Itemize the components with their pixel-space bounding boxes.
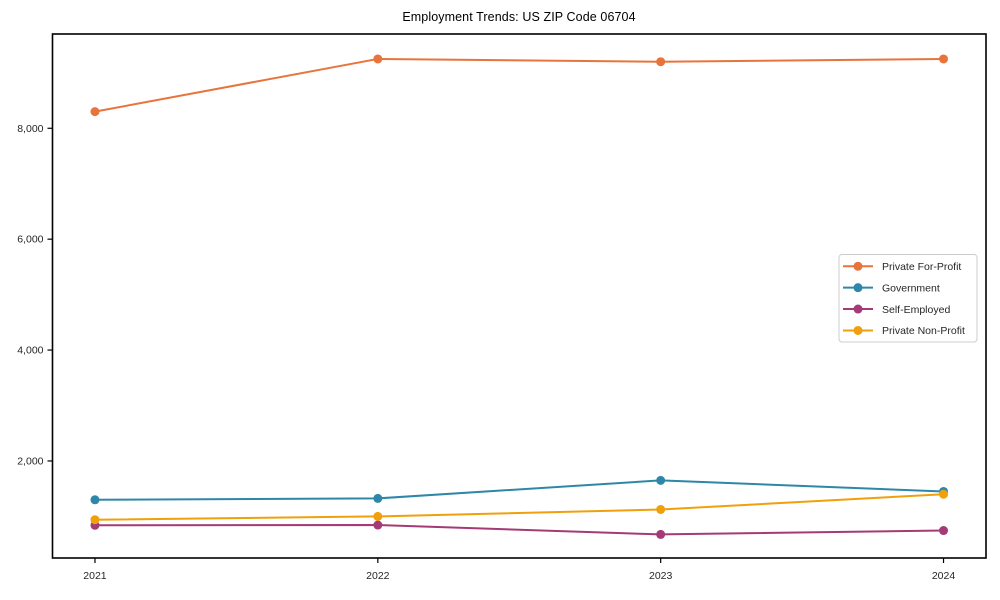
data-point-private-for-profit-2023 xyxy=(656,57,666,67)
data-point-government-2023 xyxy=(656,475,666,485)
series-line-government xyxy=(94,479,944,501)
data-point-self-employed-2024 xyxy=(939,526,949,536)
legend-label-private-for-profit: Private For-Profit xyxy=(882,261,961,273)
x-tick-label: 2024 xyxy=(932,570,956,582)
y-tick-label: 6,000 xyxy=(17,234,43,246)
x-tick-label: 2021 xyxy=(83,570,107,582)
data-point-government-2021 xyxy=(90,495,100,505)
legend-marker-private-non-profit xyxy=(853,325,863,335)
series-line-private-for-profit xyxy=(94,57,944,113)
legend-marker-private-for-profit xyxy=(853,261,863,271)
chart-title: Employment Trends: US ZIP Code 06704 xyxy=(402,10,636,24)
x-tick-label: 2023 xyxy=(649,570,673,582)
legend-label-private-non-profit: Private Non-Profit xyxy=(882,325,965,337)
data-point-government-2022 xyxy=(373,493,383,503)
legend-label-self-employed: Self-Employed xyxy=(882,304,950,316)
plot-border xyxy=(51,33,987,559)
data-point-private-non-profit-2023 xyxy=(656,504,666,514)
series-line-self-employed xyxy=(94,524,944,536)
series-line-private-non-profit xyxy=(94,493,944,521)
y-tick-label: 4,000 xyxy=(17,345,43,357)
data-point-self-employed-2022 xyxy=(373,520,383,530)
data-point-private-non-profit-2021 xyxy=(90,515,100,525)
legend-label-government: Government xyxy=(882,282,940,294)
y-tick-label: 8,000 xyxy=(17,123,43,135)
y-tick-label: 2,000 xyxy=(17,455,43,467)
legend-marker-self-employed xyxy=(853,304,863,314)
data-point-private-for-profit-2024 xyxy=(939,54,949,64)
data-point-private-non-profit-2024 xyxy=(939,489,949,499)
legend-box xyxy=(838,254,978,343)
data-point-private-non-profit-2022 xyxy=(373,511,383,521)
data-point-private-for-profit-2021 xyxy=(90,107,100,117)
data-point-self-employed-2023 xyxy=(656,529,666,539)
legend-marker-government xyxy=(853,283,863,293)
x-tick-label: 2022 xyxy=(366,570,390,582)
data-point-private-for-profit-2022 xyxy=(373,54,383,64)
